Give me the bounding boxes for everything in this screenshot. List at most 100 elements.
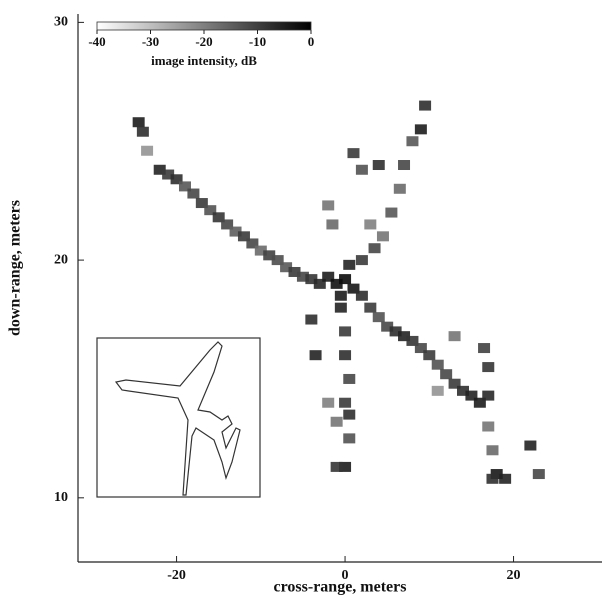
pixel xyxy=(132,117,145,128)
pixel xyxy=(423,350,436,361)
colorbar-tick-label: -40 xyxy=(88,34,105,49)
pixel xyxy=(212,212,225,223)
pixel xyxy=(187,188,200,199)
pixel xyxy=(398,331,411,342)
pixel xyxy=(229,226,242,237)
pixel xyxy=(305,274,318,285)
x-tick-label: 20 xyxy=(507,568,521,583)
pixel xyxy=(482,362,495,373)
pixel xyxy=(334,290,347,301)
x-axis-label: cross-range, meters xyxy=(274,579,407,596)
pixel xyxy=(347,283,360,294)
pixel xyxy=(237,231,250,242)
pixel xyxy=(305,314,318,325)
pixel xyxy=(381,321,394,332)
pixel xyxy=(162,169,175,180)
pixel xyxy=(271,255,284,266)
pixel xyxy=(414,124,427,135)
pixel xyxy=(288,266,301,277)
colorbar-tick-label: 0 xyxy=(308,34,315,49)
pixel xyxy=(339,461,352,472)
pixel xyxy=(322,200,335,211)
pixel xyxy=(456,385,469,396)
pixel xyxy=(414,343,427,354)
pixel xyxy=(339,274,352,285)
pixel xyxy=(343,409,356,420)
x-tick-label: -20 xyxy=(167,568,186,583)
colorbar-tick-label: -10 xyxy=(249,34,266,49)
pixel xyxy=(393,183,406,194)
pixel xyxy=(364,302,377,313)
pixel xyxy=(322,271,335,282)
pixel xyxy=(482,390,495,401)
pixel xyxy=(355,255,368,266)
pixel xyxy=(431,385,444,396)
pixel xyxy=(376,231,389,242)
pixel xyxy=(448,331,461,342)
pixel xyxy=(355,164,368,175)
pixel xyxy=(280,262,293,273)
pixel xyxy=(309,350,322,361)
pixel xyxy=(313,278,326,289)
pixel xyxy=(406,136,419,147)
pixel xyxy=(431,359,444,370)
pixel xyxy=(330,461,343,472)
pixel xyxy=(406,335,419,346)
pixel xyxy=(486,445,499,456)
pixel xyxy=(178,181,191,192)
pixel xyxy=(339,350,352,361)
pixel xyxy=(246,238,259,249)
pixel xyxy=(372,312,385,323)
pixel xyxy=(524,440,537,451)
pixel xyxy=(343,433,356,444)
pixel xyxy=(254,245,267,256)
pixel xyxy=(355,290,368,301)
pixel xyxy=(448,378,461,389)
pixel xyxy=(330,278,343,289)
pixel xyxy=(221,219,234,230)
pixel xyxy=(141,145,154,156)
pixel xyxy=(398,160,411,171)
colorbar-tick-label: -20 xyxy=(195,34,212,49)
pixel xyxy=(136,126,149,137)
pixel xyxy=(385,207,398,218)
y-axis-label: down-range, meters xyxy=(7,200,24,336)
pixel xyxy=(263,250,276,261)
pixel xyxy=(334,302,347,313)
inset xyxy=(96,337,261,498)
pixel xyxy=(499,473,512,484)
pixel xyxy=(364,219,377,230)
pixel xyxy=(478,343,491,354)
pixel xyxy=(343,259,356,270)
pixel xyxy=(465,390,478,401)
x-tick-label: 0 xyxy=(342,568,349,583)
pixel xyxy=(330,416,343,427)
colorbar-label: image intensity, dB xyxy=(151,53,257,68)
pixel xyxy=(195,198,208,209)
y-tick-label: 30 xyxy=(54,15,68,30)
y-tick-label: 10 xyxy=(54,490,68,505)
pixel xyxy=(372,160,385,171)
pixel xyxy=(532,469,545,480)
pixel xyxy=(204,205,217,216)
pixel xyxy=(326,219,339,230)
pixel xyxy=(343,373,356,384)
pixel xyxy=(347,148,360,159)
pixel xyxy=(486,473,499,484)
pixel xyxy=(170,174,183,185)
pixel xyxy=(296,271,309,282)
pixel xyxy=(440,369,453,380)
y-tick-label: 20 xyxy=(54,252,68,267)
pixel xyxy=(153,164,166,175)
pixel xyxy=(389,326,402,337)
pixel xyxy=(482,421,495,432)
colorbar-tick-label: -30 xyxy=(142,34,159,49)
pixel xyxy=(339,326,352,337)
pixel xyxy=(368,243,381,254)
pixel xyxy=(473,397,486,408)
pixel xyxy=(322,397,335,408)
pixel xyxy=(339,397,352,408)
pixel xyxy=(419,100,432,111)
colorbar xyxy=(96,21,312,31)
